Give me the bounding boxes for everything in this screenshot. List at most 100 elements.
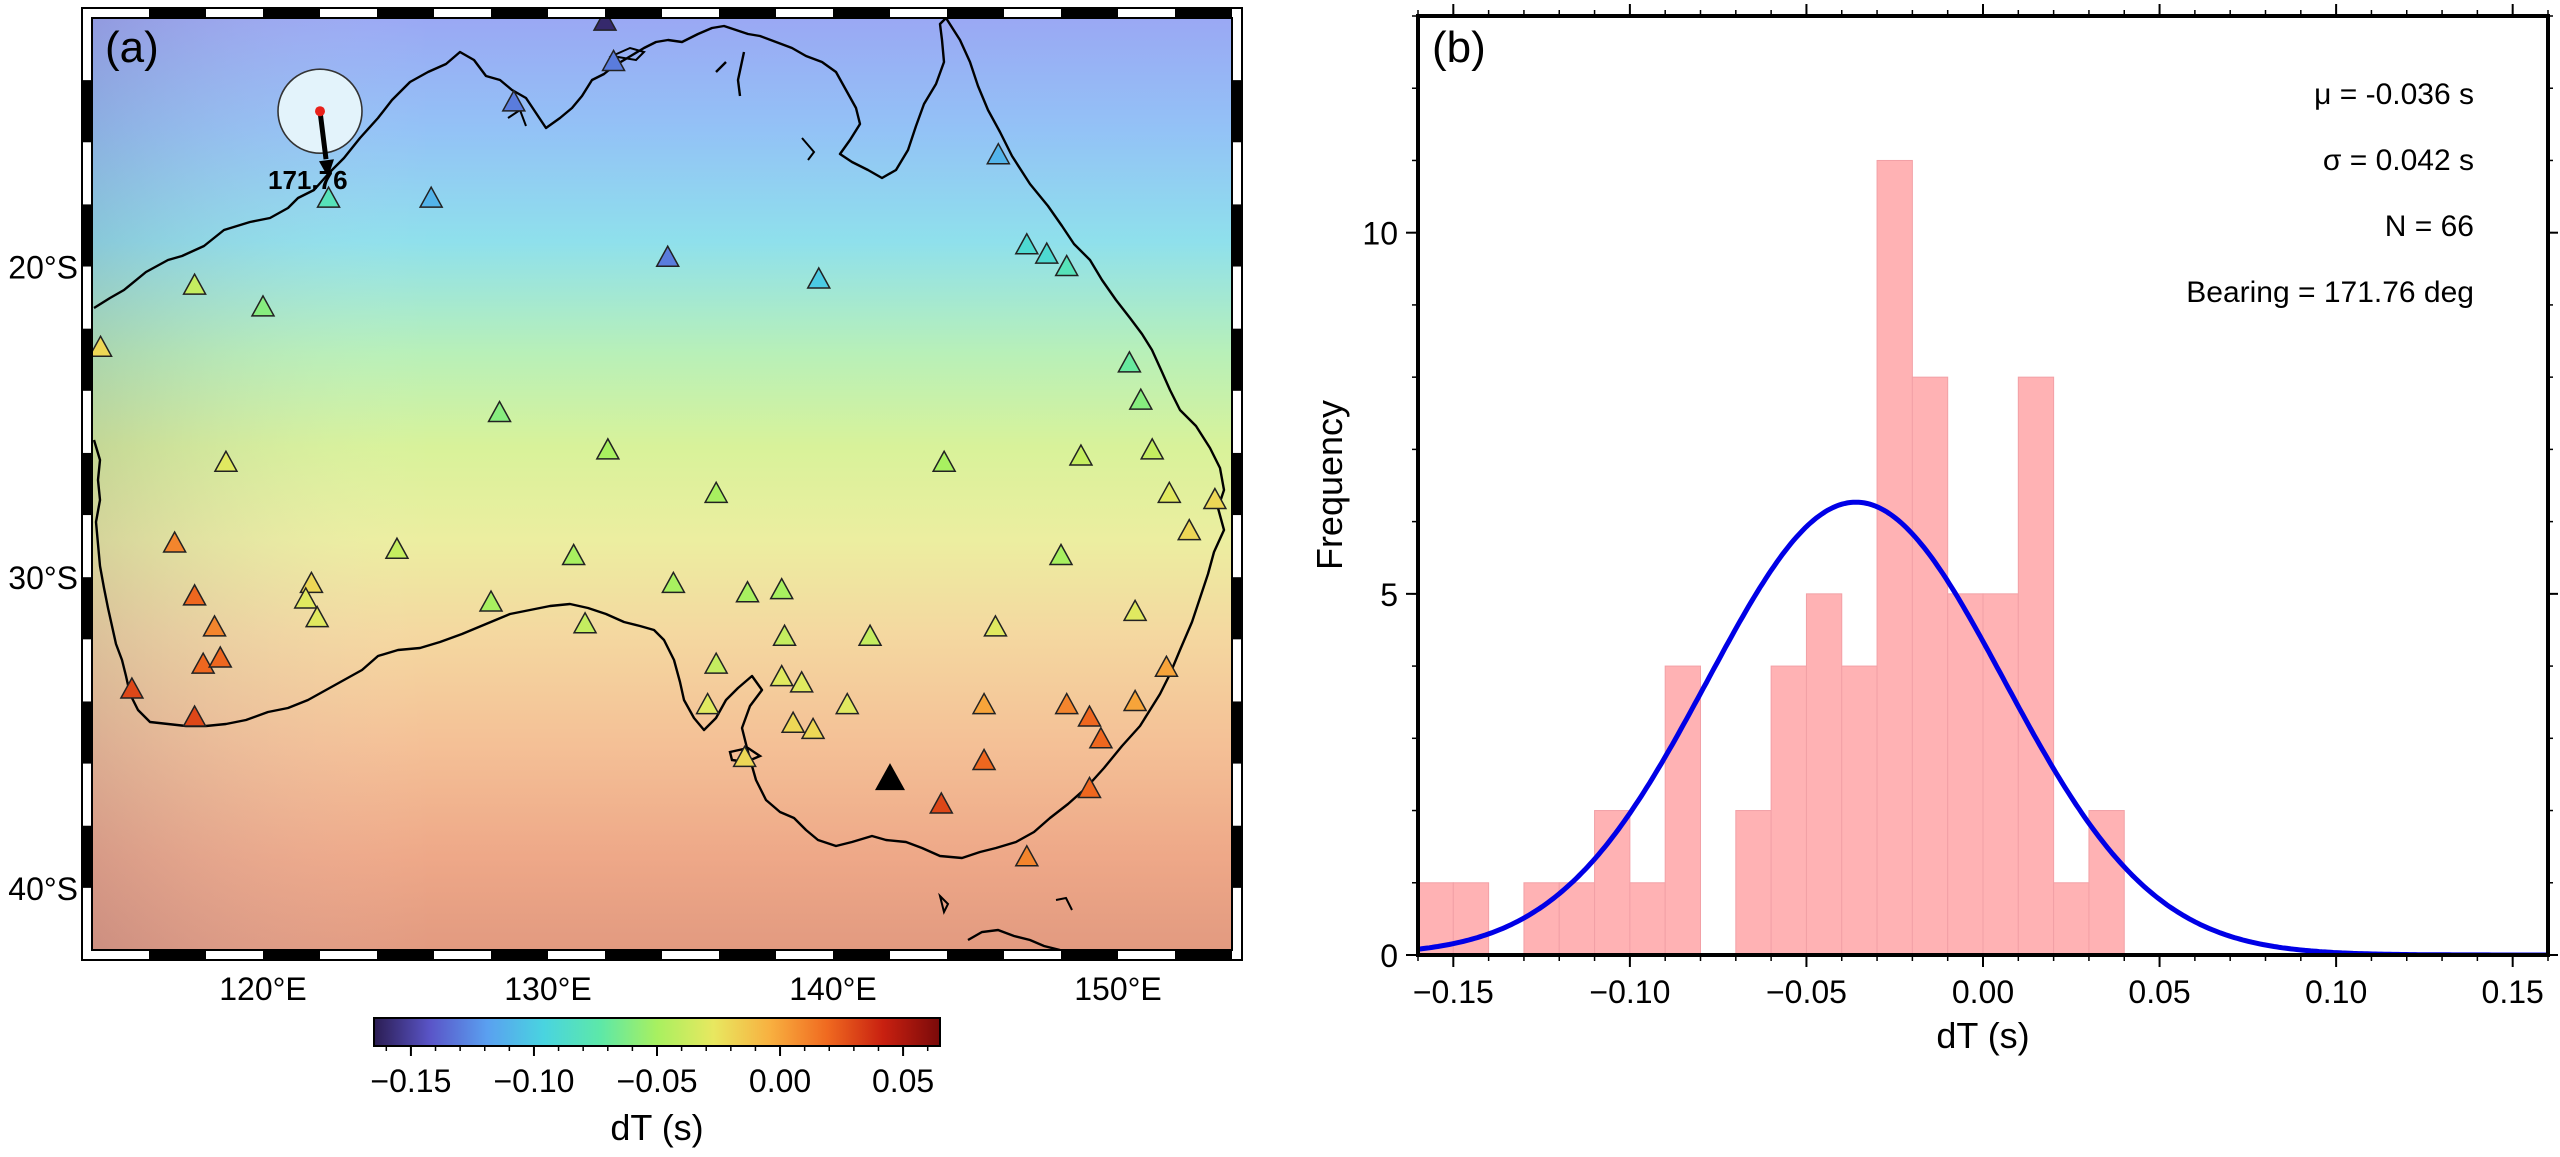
station-marker bbox=[769, 664, 794, 687]
station-marker bbox=[1014, 844, 1040, 867]
station-marker bbox=[806, 266, 832, 289]
frame-seg bbox=[491, 8, 548, 18]
colorbar-tick-label: 0.00 bbox=[749, 1063, 811, 1099]
frame-seg bbox=[82, 701, 92, 764]
histogram-bar bbox=[1523, 882, 1560, 955]
frame-seg bbox=[1232, 80, 1242, 143]
y-tick-label: 10 bbox=[1362, 216, 1398, 252]
colorbar-scale bbox=[373, 1017, 941, 1047]
map-panel: 171.76 (a) 120°E 130°E 140°E 150°E 20°S 30°S 4… bbox=[8, 7, 1243, 1007]
x-tick-label: −0.05 bbox=[1766, 974, 1847, 1010]
station-marker bbox=[1077, 704, 1102, 727]
station-marker bbox=[561, 542, 586, 566]
station-marker bbox=[572, 611, 598, 634]
histogram-ticks: −0.15 −0.10 −0.05 0.00 0.05 0.10 0.15 0 5 10 bbox=[1362, 4, 2558, 1010]
station-marker bbox=[384, 536, 410, 559]
histogram-bar bbox=[1770, 665, 1807, 955]
station-marker bbox=[1014, 232, 1040, 255]
station-marker bbox=[182, 583, 207, 606]
stats-box: μ = -0.036 s σ = 0.042 s N = 66 Bearing … bbox=[2186, 78, 2474, 309]
map-shade bbox=[92, 18, 1232, 950]
x-axis-title: dT (s) bbox=[1936, 1015, 2029, 1056]
lat-tick-label: 30°S bbox=[8, 560, 78, 596]
colorbar-tick-label: −0.10 bbox=[493, 1063, 574, 1099]
station-marker bbox=[202, 614, 227, 637]
station-marker bbox=[1176, 518, 1202, 541]
station-marker bbox=[1128, 387, 1154, 410]
frame-seg bbox=[605, 8, 662, 18]
frame-seg bbox=[377, 950, 434, 960]
station-marker bbox=[1122, 688, 1148, 712]
bearing-arrow bbox=[317, 110, 329, 160]
station-marker bbox=[983, 614, 1008, 637]
station-marker bbox=[1048, 542, 1074, 566]
x-tick-label: 0.05 bbox=[2128, 974, 2190, 1010]
histogram-bar bbox=[1947, 593, 1984, 955]
x-tick-label: −0.10 bbox=[1589, 974, 1670, 1010]
station-marker bbox=[595, 437, 621, 460]
station-marker bbox=[182, 272, 207, 295]
station-marker bbox=[592, 18, 618, 31]
panel-b-label: (b) bbox=[1432, 23, 1486, 72]
lat-tick-label: 20°S bbox=[8, 250, 78, 286]
frame-seg bbox=[82, 452, 92, 516]
stat-bearing: Bearing = 171.76 deg bbox=[2186, 276, 2474, 309]
frame-seg bbox=[1232, 577, 1242, 640]
frame-seg bbox=[833, 8, 890, 18]
histogram-bar bbox=[1876, 159, 1913, 955]
station-marker bbox=[182, 704, 207, 727]
station-marker bbox=[703, 480, 729, 504]
station-markers bbox=[92, 18, 1228, 867]
station-marker bbox=[800, 716, 826, 740]
station-marker bbox=[304, 605, 330, 628]
source-station: 171.76 bbox=[268, 68, 363, 195]
y-tick-label: 5 bbox=[1380, 577, 1398, 613]
station-marker bbox=[162, 530, 187, 553]
colorbar-title: dT (s) bbox=[610, 1107, 703, 1148]
histogram-bar bbox=[1594, 810, 1631, 955]
station-marker bbox=[857, 623, 883, 646]
frame-seg bbox=[1175, 950, 1232, 960]
histogram-bar bbox=[1629, 882, 1666, 955]
frame-seg bbox=[947, 950, 1004, 960]
stat-mean: μ = -0.036 s bbox=[2314, 78, 2474, 111]
histogram-bar bbox=[1735, 810, 1772, 955]
frame-seg bbox=[719, 950, 776, 960]
stat-sigma: σ = 0.042 s bbox=[2323, 144, 2474, 177]
frame-seg bbox=[491, 950, 548, 960]
station-marker bbox=[986, 142, 1011, 165]
lon-tick-label: 120°E bbox=[219, 971, 307, 1007]
x-tick-label: −0.15 bbox=[1413, 974, 1494, 1010]
frame-seg bbox=[82, 204, 92, 267]
station-marker bbox=[1054, 692, 1079, 715]
station-marker bbox=[929, 791, 954, 814]
x-tick-label: 0.00 bbox=[1952, 974, 2014, 1010]
station-marker bbox=[92, 334, 113, 358]
station-marker bbox=[1088, 726, 1114, 749]
x-tick-label: 0.10 bbox=[2305, 974, 2367, 1010]
bearing-label: 171.76 bbox=[268, 165, 348, 195]
source-dot bbox=[315, 106, 325, 117]
frame-seg bbox=[82, 80, 92, 143]
frame-seg bbox=[1232, 701, 1242, 764]
colorbar-tick-label: −0.15 bbox=[370, 1063, 451, 1099]
station-marker bbox=[1139, 437, 1165, 460]
frame-seg bbox=[947, 8, 1004, 18]
frame-seg bbox=[82, 825, 92, 888]
station-marker bbox=[703, 651, 729, 674]
station-marker bbox=[418, 185, 444, 208]
map-tick-labels: 120°E 130°E 140°E 150°E 20°S 30°S 40°S bbox=[8, 250, 1162, 1007]
x-tick-label: 0.15 bbox=[2482, 974, 2544, 1010]
frame-seg bbox=[149, 8, 206, 18]
lon-tick-label: 140°E bbox=[789, 971, 877, 1007]
y-tick-label: 0 bbox=[1380, 938, 1398, 974]
frame-seg bbox=[263, 950, 320, 960]
colorbar-tick-label: −0.05 bbox=[617, 1063, 698, 1099]
station-marker bbox=[971, 692, 997, 715]
lat-tick-label: 40°S bbox=[8, 871, 78, 907]
station-marker bbox=[1157, 480, 1182, 504]
station-marker bbox=[601, 48, 626, 72]
